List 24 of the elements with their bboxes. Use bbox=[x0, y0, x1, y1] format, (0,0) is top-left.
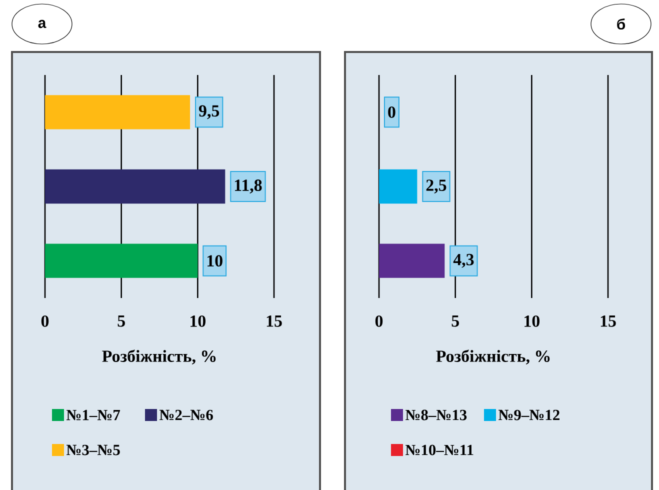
x-tick-label: 15 bbox=[600, 315, 616, 327]
x-tick-label: 0 bbox=[375, 315, 383, 327]
x-tick-label: 10 bbox=[190, 315, 206, 327]
x-tick-label: 0 bbox=[41, 315, 49, 327]
data-label: 4,3 bbox=[453, 254, 474, 268]
x-tick-label: 10 bbox=[524, 315, 540, 327]
x-axis-title: Розбіжність, % bbox=[436, 350, 550, 364]
legend-label: №1–№7 bbox=[66, 410, 120, 420]
data-label: 9,5 bbox=[198, 105, 220, 120]
data-label: 0 bbox=[388, 106, 396, 118]
legend-label: №3–№5 bbox=[66, 444, 120, 456]
data-label: 10 bbox=[207, 255, 222, 267]
legend-label: №2–№6 bbox=[159, 410, 213, 420]
chart-title: а bbox=[38, 20, 46, 28]
legend-label: №9–№12 bbox=[498, 410, 560, 420]
x-tick-label: 5 bbox=[118, 315, 125, 327]
data-label: 11,8 bbox=[234, 180, 262, 194]
x-axis-title: Розбіжність, % bbox=[102, 350, 216, 364]
legend-label: №8–№13 bbox=[406, 410, 467, 420]
x-tick-label: 15 bbox=[266, 315, 282, 327]
data-label: 2,5 bbox=[426, 180, 446, 194]
chart-title: б bbox=[617, 18, 626, 30]
x-tick-label: 5 bbox=[452, 315, 459, 327]
legend-label: №10–№11 bbox=[406, 444, 474, 456]
